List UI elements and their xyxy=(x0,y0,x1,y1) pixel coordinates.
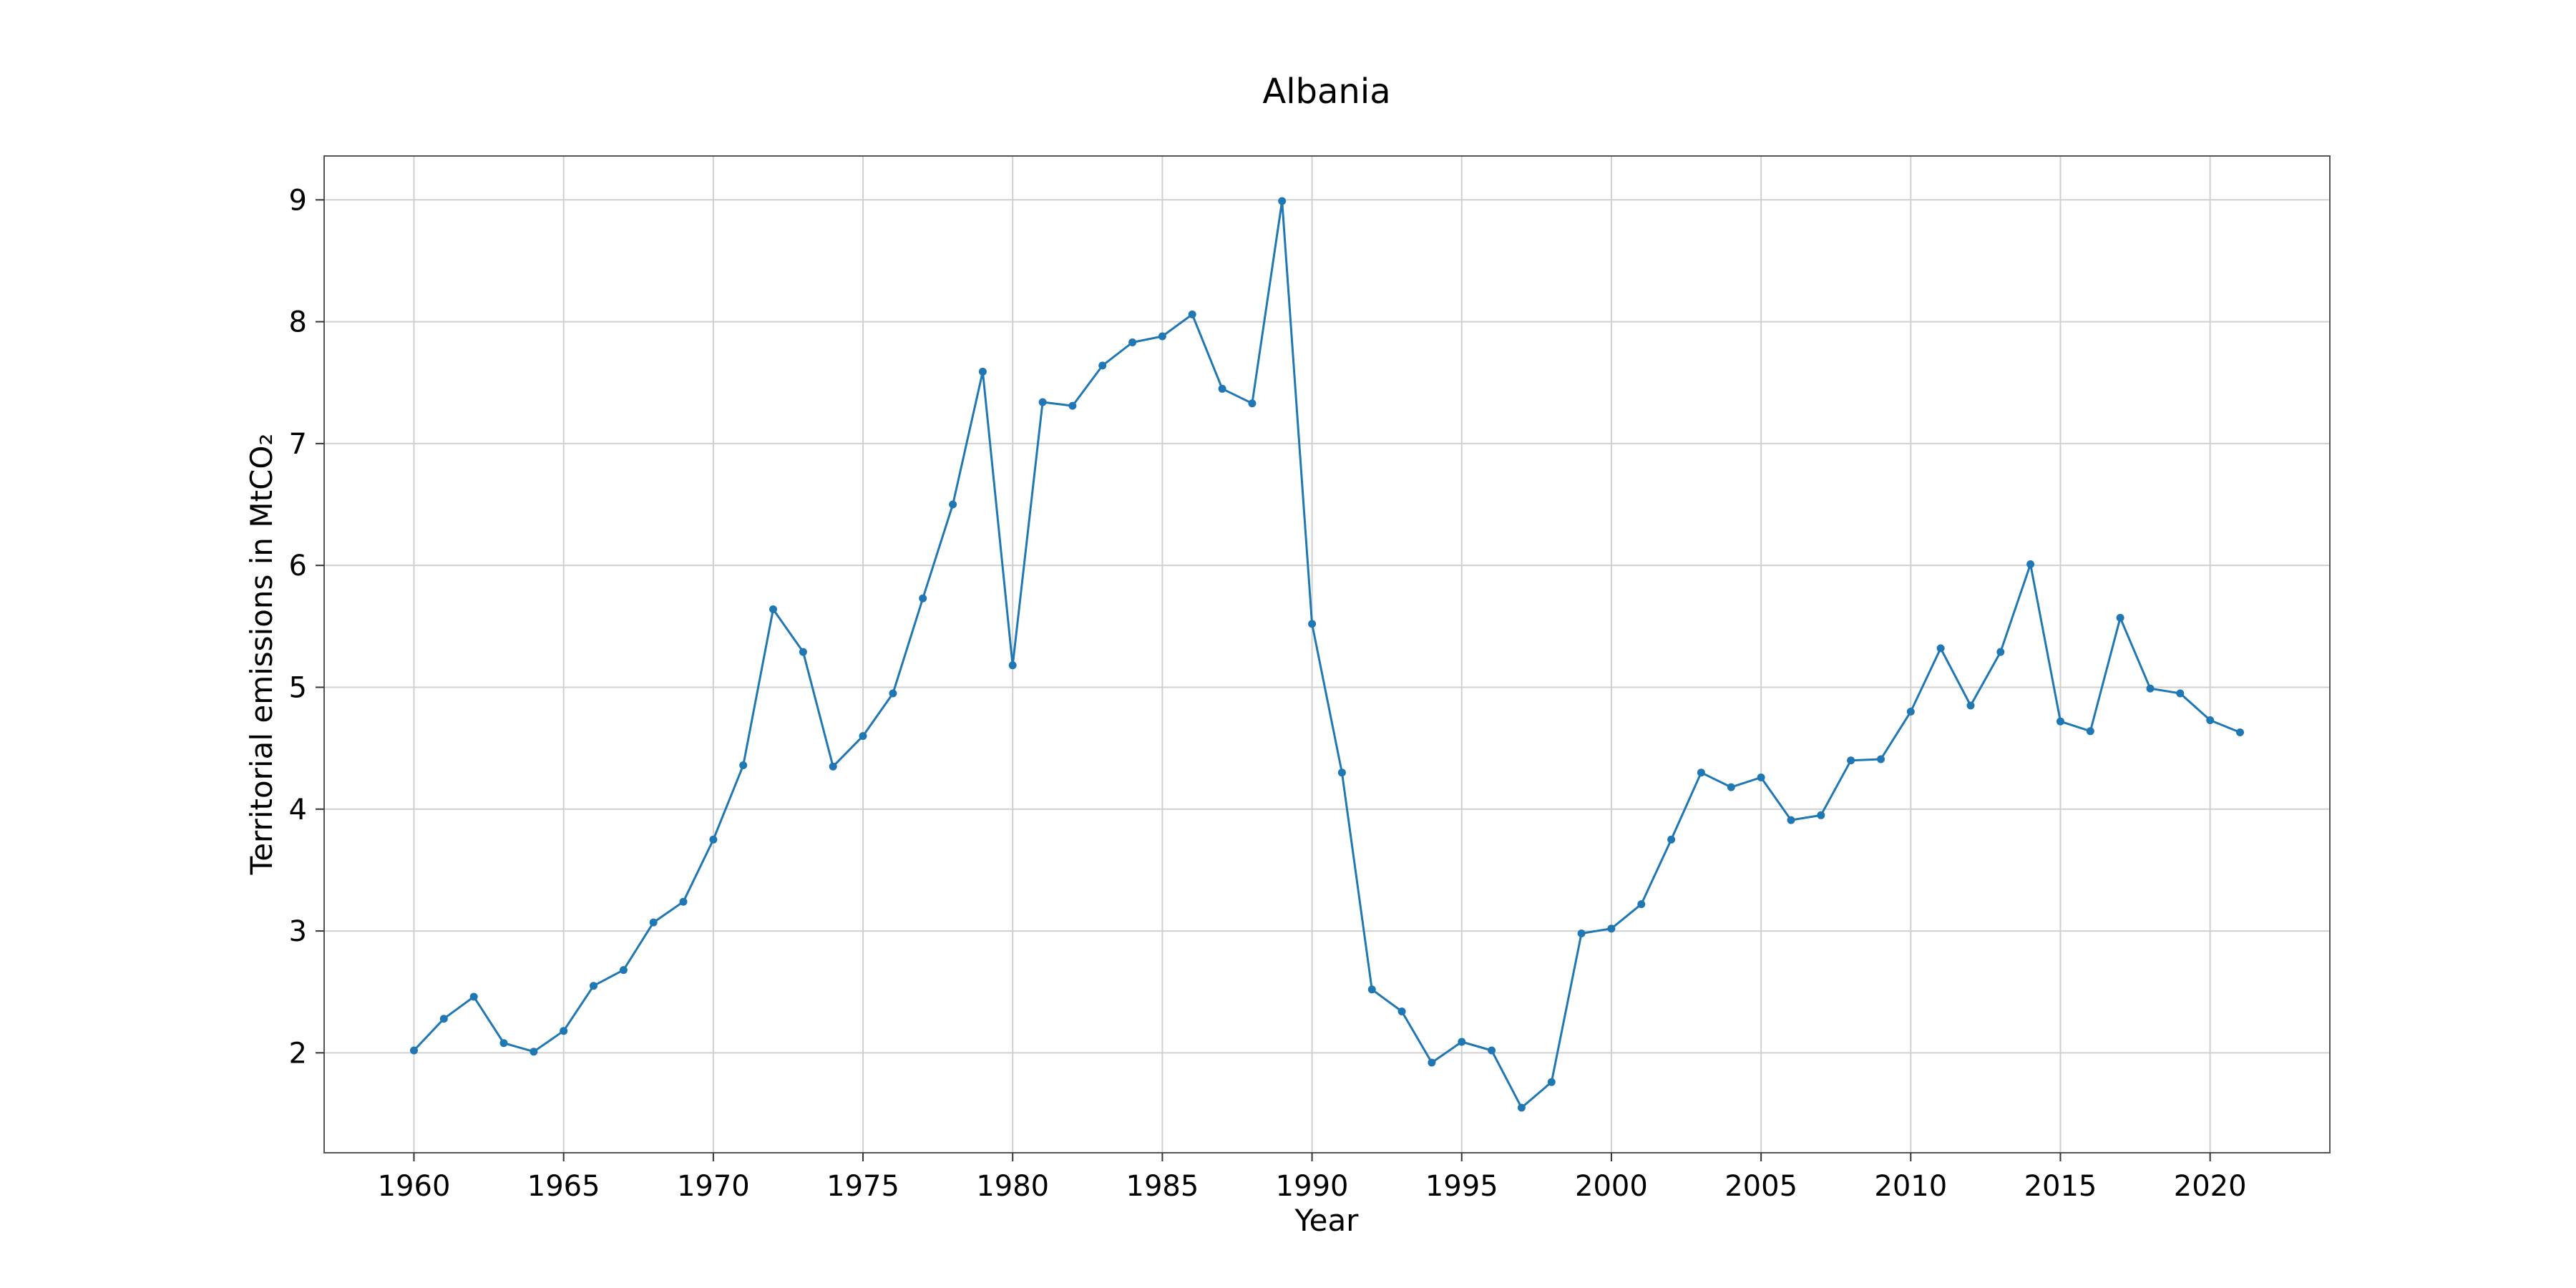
data-point xyxy=(978,367,987,376)
y-tick-label: 5 xyxy=(289,671,307,704)
y-tick-label: 6 xyxy=(289,550,307,582)
data-point xyxy=(709,835,718,844)
series-line xyxy=(413,200,2241,1109)
x-tick-label: 1965 xyxy=(527,1170,600,1203)
x-tick-label: 1990 xyxy=(1276,1170,1349,1203)
x-tick-label: 1995 xyxy=(1425,1170,1498,1203)
data-point xyxy=(1158,332,1166,341)
y-axis-label: Territorial emissions in MtCO₂ xyxy=(244,434,279,876)
data-point xyxy=(1757,774,1765,781)
data-point xyxy=(649,918,658,927)
data-point xyxy=(1547,1078,1556,1086)
data-point xyxy=(769,605,777,613)
data-point xyxy=(1667,835,1676,844)
y-tick-label: 4 xyxy=(289,794,307,826)
x-tick-label: 2020 xyxy=(2174,1170,2247,1203)
x-tick-label: 1980 xyxy=(976,1170,1049,1203)
y-tick-label: 2 xyxy=(289,1037,307,1070)
data-point xyxy=(1996,648,2005,656)
data-point xyxy=(1458,1038,1466,1046)
data-point xyxy=(1428,1058,1436,1067)
data-point xyxy=(1966,701,1975,710)
data-point xyxy=(1877,755,1885,763)
x-tick-label: 2000 xyxy=(1575,1170,1648,1203)
y-tick-label: 7 xyxy=(289,428,307,461)
data-point xyxy=(530,1048,538,1056)
data-point xyxy=(1278,197,1287,205)
data-point xyxy=(949,500,957,509)
data-point xyxy=(1637,900,1646,909)
axis-ticks: 1960 1965 1970 1975 1980 1985 1990 1995 2000 2005… xyxy=(289,184,2247,1203)
y-tick-label: 9 xyxy=(289,184,307,217)
data-point xyxy=(1936,644,1945,653)
data-point xyxy=(919,594,927,602)
data-point xyxy=(1906,708,1915,716)
data-point xyxy=(1128,338,1137,346)
data-point xyxy=(1337,769,1346,777)
data-point xyxy=(2057,717,2064,726)
x-tick-label: 1970 xyxy=(677,1170,750,1203)
series-layer xyxy=(410,197,2244,1112)
data-point xyxy=(1008,661,1017,670)
y-tick-label: 3 xyxy=(289,915,307,948)
x-axis-label: Year xyxy=(1294,1203,1360,1238)
data-point xyxy=(410,1046,418,1055)
data-point xyxy=(2086,727,2094,736)
data-point xyxy=(1248,399,1257,408)
data-point xyxy=(799,648,807,656)
data-point xyxy=(439,1015,448,1023)
data-point xyxy=(889,689,897,698)
y-tick-label: 8 xyxy=(289,306,307,339)
data-point xyxy=(1607,924,1616,933)
data-point xyxy=(1727,783,1735,791)
data-point xyxy=(469,992,478,1001)
data-point xyxy=(859,732,867,741)
data-point xyxy=(1188,310,1196,318)
data-point xyxy=(2146,684,2155,693)
data-point xyxy=(1367,985,1376,994)
data-point xyxy=(2206,716,2215,724)
data-point xyxy=(2026,560,2035,568)
x-tick-label: 2005 xyxy=(1724,1170,1797,1203)
data-point xyxy=(1517,1103,1526,1112)
grid-lines xyxy=(324,156,2330,1153)
data-point xyxy=(1397,1008,1406,1015)
data-point xyxy=(1488,1046,1496,1055)
data-point xyxy=(499,1039,508,1048)
data-point xyxy=(1847,756,1855,765)
data-point xyxy=(1098,361,1107,370)
x-tick-label: 1985 xyxy=(1126,1170,1199,1203)
x-tick-label: 1975 xyxy=(826,1170,899,1203)
data-point xyxy=(1308,620,1317,628)
data-point xyxy=(1218,384,1226,393)
data-point xyxy=(560,1027,568,1035)
data-point xyxy=(679,897,688,906)
data-point xyxy=(590,982,597,990)
data-point xyxy=(1697,769,1705,777)
data-point xyxy=(1038,398,1047,406)
data-point xyxy=(2236,728,2244,736)
data-point xyxy=(2176,689,2185,698)
x-tick-label: 1960 xyxy=(378,1170,451,1203)
plot-frame xyxy=(323,155,2331,1153)
data-point xyxy=(1817,811,1825,819)
data-point xyxy=(739,761,748,769)
data-point xyxy=(619,966,628,975)
chart-title: Albania xyxy=(1262,72,1390,112)
data-point xyxy=(1068,401,1077,410)
data-point xyxy=(2116,613,2124,622)
x-tick-label: 2010 xyxy=(1874,1170,1947,1203)
data-point xyxy=(1577,930,1586,937)
x-tick-label: 2015 xyxy=(2024,1170,2097,1203)
data-point xyxy=(829,762,837,771)
data-point xyxy=(1787,816,1795,824)
